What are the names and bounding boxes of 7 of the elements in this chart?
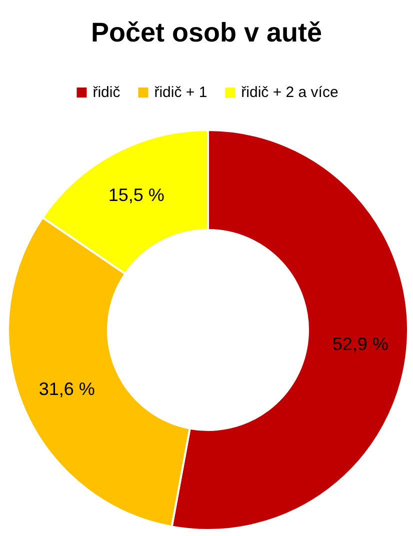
- data-label: 31,6 %: [38, 378, 95, 399]
- legend-label: řidič + 1: [154, 84, 208, 101]
- legend-label: řidič: [92, 84, 121, 101]
- data-label: 52,9 %: [332, 334, 388, 354]
- data-label: 15,5 %: [108, 184, 164, 205]
- legend-label: řidič + 2 a více: [241, 84, 338, 101]
- chart-title: Počet osob v autě: [90, 18, 322, 48]
